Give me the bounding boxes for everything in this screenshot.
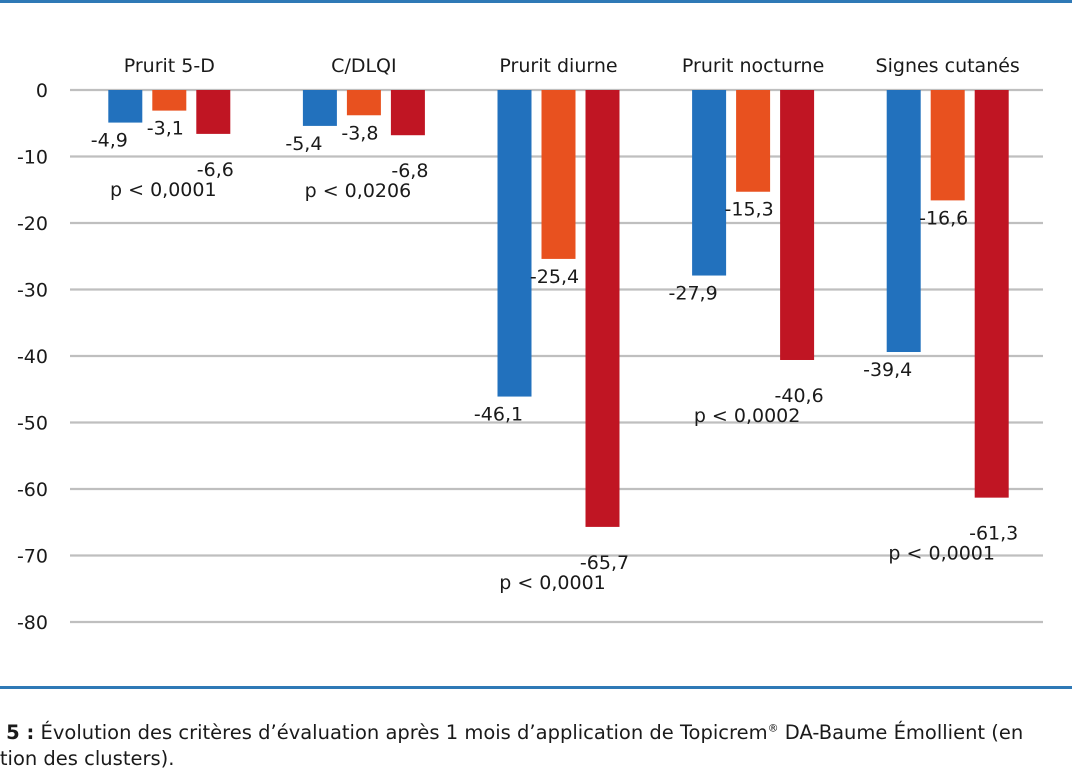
value-label: -5,4 bbox=[285, 133, 322, 155]
value-label: -16,6 bbox=[919, 207, 968, 229]
y-tick-label: 0 bbox=[36, 80, 48, 102]
p-value-label: p < 0,0001 bbox=[110, 179, 217, 201]
value-label: -61,3 bbox=[969, 523, 1018, 545]
value-label: -4,9 bbox=[91, 130, 128, 152]
bar bbox=[974, 90, 1009, 498]
p-value-label: p < 0,0002 bbox=[694, 405, 801, 427]
caption-line-2: fonction des clusters). bbox=[0, 747, 175, 770]
y-tick-label: -20 bbox=[17, 213, 48, 235]
y-tick-label: -60 bbox=[17, 479, 48, 501]
category-label: C/DLQI bbox=[331, 55, 396, 77]
caption-text-continued: DA-Baume Émollient (en bbox=[778, 721, 1024, 744]
y-tick-label: -70 bbox=[17, 546, 48, 568]
bar bbox=[497, 90, 532, 397]
bar bbox=[692, 90, 727, 276]
gridlines bbox=[70, 88, 1043, 624]
y-tick-label: -40 bbox=[17, 346, 48, 368]
value-label: -40,6 bbox=[775, 385, 824, 407]
y-tick-label: -30 bbox=[17, 280, 48, 302]
value-label: -39,4 bbox=[863, 359, 912, 381]
bar bbox=[390, 90, 425, 136]
registered-mark: ® bbox=[767, 721, 779, 735]
bar bbox=[886, 90, 921, 353]
p-value-label: p < 0,0001 bbox=[888, 543, 995, 565]
value-label: -6,8 bbox=[391, 160, 428, 182]
category-label: Signes cutanés bbox=[876, 55, 1020, 77]
bar bbox=[780, 90, 815, 360]
value-label: -6,6 bbox=[197, 159, 234, 181]
y-tick-label: -50 bbox=[17, 413, 48, 435]
bar bbox=[930, 90, 965, 201]
bar bbox=[196, 90, 231, 134]
bar bbox=[736, 90, 771, 192]
value-label: -15,3 bbox=[725, 199, 774, 221]
bars bbox=[108, 90, 1009, 527]
bar bbox=[585, 90, 620, 527]
y-axis-tick-labels: 0 -10 -20 -30 -40 -50 -60 -70 -80 bbox=[17, 80, 48, 634]
category-label: Prurit 5-D bbox=[124, 55, 215, 77]
bar bbox=[108, 90, 143, 123]
bar-chart: 0 -10 -20 -30 -40 -50 -60 -70 -80 Prurit 5-D C/DL… bbox=[17, 55, 1043, 634]
value-label: -3,8 bbox=[341, 122, 378, 144]
bar bbox=[152, 90, 187, 111]
top-border bbox=[0, 0, 1072, 3]
value-labels: -4,9 -3,1 -6,6 -5,4 -3,8 -6,8 -46,1 -25,4 -65,7 -… bbox=[91, 118, 1019, 574]
category-labels: Prurit 5-D C/DLQI Prurit diurne Prurit noct… bbox=[124, 55, 1020, 77]
bar bbox=[302, 90, 337, 126]
p-value-labels: p < 0,0001 p < 0,0206 p < 0,0001 p < 0,0002… bbox=[110, 179, 995, 594]
figure-caption: Fig. 5 : Évolution des critères d’évalua… bbox=[0, 720, 1072, 772]
value-label: -27,9 bbox=[669, 283, 718, 305]
y-tick-label: -80 bbox=[17, 612, 48, 634]
category-label: Prurit nocturne bbox=[682, 55, 824, 77]
bar bbox=[346, 90, 381, 116]
p-value-label: p < 0,0001 bbox=[499, 572, 606, 594]
p-value-label: p < 0,0206 bbox=[305, 180, 412, 202]
value-label: -25,4 bbox=[530, 266, 579, 288]
value-label: -3,1 bbox=[147, 118, 184, 140]
caption-label: Fig. 5 : bbox=[0, 721, 35, 744]
value-label: -46,1 bbox=[474, 404, 523, 426]
bar bbox=[541, 90, 576, 259]
bottom-border bbox=[0, 686, 1072, 689]
caption-text: Évolution des critères d’évaluation aprè… bbox=[34, 721, 768, 744]
y-tick-label: -10 bbox=[17, 147, 48, 169]
value-label: -65,7 bbox=[580, 552, 629, 574]
category-label: Prurit diurne bbox=[499, 55, 617, 77]
